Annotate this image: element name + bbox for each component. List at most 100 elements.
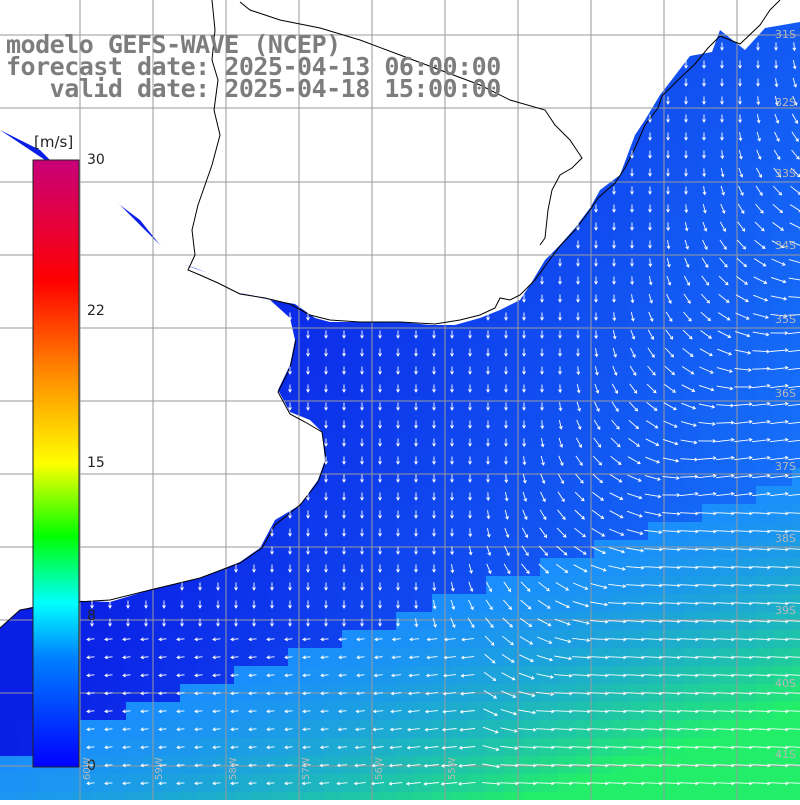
wind-arrow bbox=[594, 312, 598, 321]
wind-arrow bbox=[610, 455, 622, 465]
wind-speed-cell bbox=[522, 306, 541, 325]
wind-speed-cell bbox=[324, 522, 343, 541]
wind-speed-cell bbox=[522, 396, 541, 415]
wind-speed-cell bbox=[396, 396, 415, 415]
wind-speed-cell bbox=[396, 378, 415, 397]
wind-speed-cell bbox=[540, 342, 559, 361]
wind-speed-cell bbox=[774, 414, 793, 433]
wind-arrow bbox=[338, 637, 347, 642]
wind-speed-cell bbox=[756, 216, 775, 235]
wind-arrow bbox=[468, 348, 472, 357]
wind-arrow bbox=[720, 60, 724, 69]
wind-arrow bbox=[521, 545, 529, 557]
wind-speed-cell bbox=[432, 432, 451, 451]
wind-speed-cell bbox=[468, 558, 487, 577]
wind-arrow bbox=[553, 781, 573, 786]
wind-arrow bbox=[751, 601, 771, 606]
wind-speed-cell bbox=[72, 792, 91, 805]
wind-arrow bbox=[756, 78, 760, 87]
wind-arrow bbox=[441, 727, 457, 732]
wind-arrow bbox=[162, 618, 166, 627]
wind-arrow bbox=[738, 96, 742, 105]
wind-speed-cell bbox=[162, 630, 181, 649]
wind-speed-cell bbox=[684, 144, 703, 163]
wind-arrow bbox=[720, 185, 725, 196]
wind-speed-cell bbox=[522, 324, 541, 343]
wind-speed-cell bbox=[702, 126, 721, 145]
wind-arrow bbox=[594, 401, 600, 412]
wind-speed-cell bbox=[432, 702, 451, 721]
wind-arrow bbox=[733, 637, 753, 642]
wind-arrow bbox=[338, 655, 347, 660]
wind-speed-cell bbox=[378, 522, 397, 541]
wind-arrow bbox=[774, 113, 780, 124]
wind-arrow bbox=[284, 709, 293, 714]
wind-arrow bbox=[754, 239, 766, 249]
wind-arrow bbox=[354, 745, 366, 750]
wind-arrow bbox=[378, 456, 382, 465]
wind-speed-cell bbox=[756, 108, 775, 127]
wind-arrow bbox=[484, 635, 495, 646]
wind-speed-cell bbox=[630, 342, 649, 361]
wind-speed-cell bbox=[450, 576, 469, 595]
wind-speed-cell bbox=[396, 360, 415, 379]
wind-speed-cell bbox=[774, 792, 793, 805]
wind-arrow bbox=[212, 637, 221, 642]
wind-speed-cell bbox=[612, 324, 631, 343]
wind-speed-cell bbox=[198, 792, 217, 805]
wind-arrow bbox=[788, 296, 800, 298]
coastline bbox=[0, 0, 781, 629]
lon-label-60w: 60W bbox=[82, 757, 93, 780]
wind-arrow bbox=[320, 655, 329, 660]
wind-arrow bbox=[666, 150, 670, 159]
wind-speed-cell bbox=[216, 630, 235, 649]
wind-speed-cell bbox=[468, 756, 487, 775]
wind-speed-cell bbox=[666, 342, 685, 361]
wind-arrow bbox=[643, 727, 663, 732]
wind-arrow bbox=[679, 511, 699, 516]
wind-arrow bbox=[540, 455, 545, 466]
wind-speed-cell bbox=[684, 288, 703, 307]
wind-arrow bbox=[684, 168, 688, 177]
wind-speed-cell bbox=[0, 738, 19, 757]
wind-arrow bbox=[715, 727, 735, 732]
wind-arrow bbox=[288, 546, 292, 555]
wind-arrow bbox=[682, 347, 694, 357]
wind-speed-cell bbox=[540, 594, 559, 613]
wind-arrow bbox=[715, 781, 735, 786]
wind-speed-cell bbox=[468, 774, 487, 793]
wind-arrow bbox=[733, 745, 753, 750]
wind-speed-cell bbox=[756, 162, 775, 181]
wind-arrow bbox=[738, 114, 742, 124]
wind-speed-cell bbox=[342, 666, 361, 685]
wind-arrow bbox=[499, 781, 519, 786]
wind-arrow bbox=[715, 637, 735, 642]
wind-arrow bbox=[396, 474, 400, 483]
wind-arrow bbox=[194, 763, 203, 768]
wind-speed-cell bbox=[648, 270, 667, 289]
wind-speed-cell bbox=[720, 162, 739, 181]
wind-arrow bbox=[630, 276, 634, 286]
wind-arrow bbox=[697, 691, 717, 696]
wind-speed-cell bbox=[612, 468, 631, 487]
wind-arrow bbox=[483, 690, 498, 699]
wind-arrow bbox=[769, 619, 789, 624]
wind-arrow bbox=[697, 583, 717, 588]
wind-arrow bbox=[661, 727, 681, 732]
wind-speed-cell bbox=[360, 702, 379, 721]
wind-speed-cell bbox=[504, 342, 523, 361]
wind-speed-cell bbox=[756, 450, 775, 469]
wind-arrow bbox=[414, 528, 418, 537]
wind-speed-cell bbox=[126, 594, 145, 613]
wind-speed-cell bbox=[648, 486, 667, 505]
wind-speed-cell bbox=[468, 360, 487, 379]
wind-speed-cell bbox=[324, 378, 343, 397]
wind-arrow bbox=[407, 691, 420, 696]
wind-arrow bbox=[787, 493, 800, 497]
wind-speed-cell bbox=[774, 54, 793, 73]
wind-arrow bbox=[338, 709, 347, 714]
wind-arrow bbox=[158, 655, 167, 660]
wind-speed-cell bbox=[378, 486, 397, 505]
wind-arrow bbox=[522, 456, 527, 466]
wind-arrow bbox=[751, 401, 771, 407]
